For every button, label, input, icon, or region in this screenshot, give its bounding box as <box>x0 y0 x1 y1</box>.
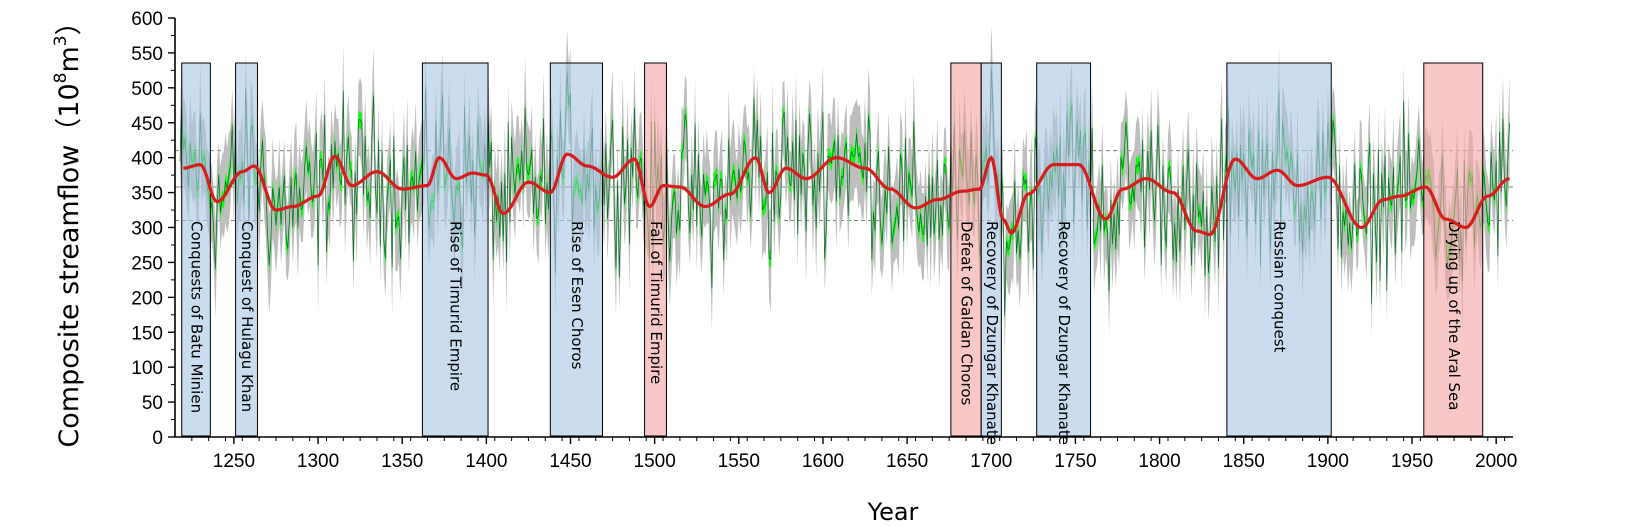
event-box <box>1036 62 1092 437</box>
y-tick-label: 500 <box>131 79 163 100</box>
x-tick-label: 1850 <box>1223 451 1265 472</box>
y-tick-label: 600 <box>131 9 163 30</box>
event-label: Drying up of the Aral Sea <box>1445 221 1463 410</box>
y-tick-label: 200 <box>131 288 163 309</box>
x-tick-label: 1600 <box>802 451 844 472</box>
event-label: Conquest of Hulagu Khan <box>238 221 256 412</box>
x-tick-label: 2000 <box>1475 451 1517 472</box>
event-box <box>1226 62 1332 437</box>
x-tick-label: 1350 <box>381 451 423 472</box>
x-tick-label: 1700 <box>970 451 1012 472</box>
event-box <box>421 62 489 437</box>
x-tick-label: 1750 <box>1054 451 1096 472</box>
x-tick-label: 1650 <box>886 451 928 472</box>
x-tick-label: 1450 <box>549 451 591 472</box>
event-box <box>1423 62 1484 437</box>
x-tick-label: 1300 <box>297 451 339 472</box>
event-label: Recovery of Dzungar Khanate <box>1055 221 1073 445</box>
y-tick-label: 100 <box>131 358 163 379</box>
event-label: Fall of Timurid Empire <box>647 221 665 384</box>
x-tick-label: 1900 <box>1307 451 1349 472</box>
historical-events: Conquests of Batu Minien Conquest of Hula… <box>181 62 1484 445</box>
event-label: Russian conquest <box>1271 221 1289 353</box>
event-label: Conquests of Batu Minien <box>188 221 206 413</box>
event-box <box>549 62 603 437</box>
y-tick-label: 0 <box>152 428 163 449</box>
y-tick-label: 150 <box>131 323 163 344</box>
event-label: Recovery of Dzungar Khanate <box>983 221 1001 445</box>
event-label: Rise of Esen Choros <box>568 221 586 370</box>
y-tick-label: 250 <box>131 253 163 274</box>
x-axis-title: Year <box>867 498 919 526</box>
x-tick-label: 1550 <box>718 451 760 472</box>
y-tick-label: 50 <box>142 393 163 414</box>
x-tick-label: 1400 <box>465 451 507 472</box>
y-tick-label: 400 <box>131 149 163 170</box>
event-box <box>235 62 258 437</box>
smoothed-series-line <box>183 152 1510 237</box>
event-box <box>980 62 1002 437</box>
event-box <box>950 62 982 437</box>
x-tick-label: 1250 <box>213 451 255 472</box>
y-tick-label: 300 <box>131 219 163 240</box>
event-box <box>181 62 211 437</box>
uncertainty-band-area <box>180 24 1510 358</box>
event-label: Defeat of Galdan Choros <box>958 221 976 405</box>
x-tick-label: 1950 <box>1391 451 1433 472</box>
y-tick-label: 350 <box>131 184 163 205</box>
x-tick-label: 1800 <box>1138 451 1180 472</box>
event-label: Rise of Timurid Empire <box>447 221 465 391</box>
y-tick-label: 450 <box>131 114 163 135</box>
axes: 0 50 100 150 200 250 300 350 400 450 500 550 600 1250… <box>131 9 1517 472</box>
uncertainty-band <box>180 24 1510 358</box>
event-box <box>644 62 667 437</box>
x-tick-label: 1500 <box>634 451 676 472</box>
smoothed-streamflow-series <box>183 152 1510 237</box>
y-axis-title: Composite streamflow（108m3） <box>51 8 85 447</box>
y-tick-label: 550 <box>131 44 163 65</box>
